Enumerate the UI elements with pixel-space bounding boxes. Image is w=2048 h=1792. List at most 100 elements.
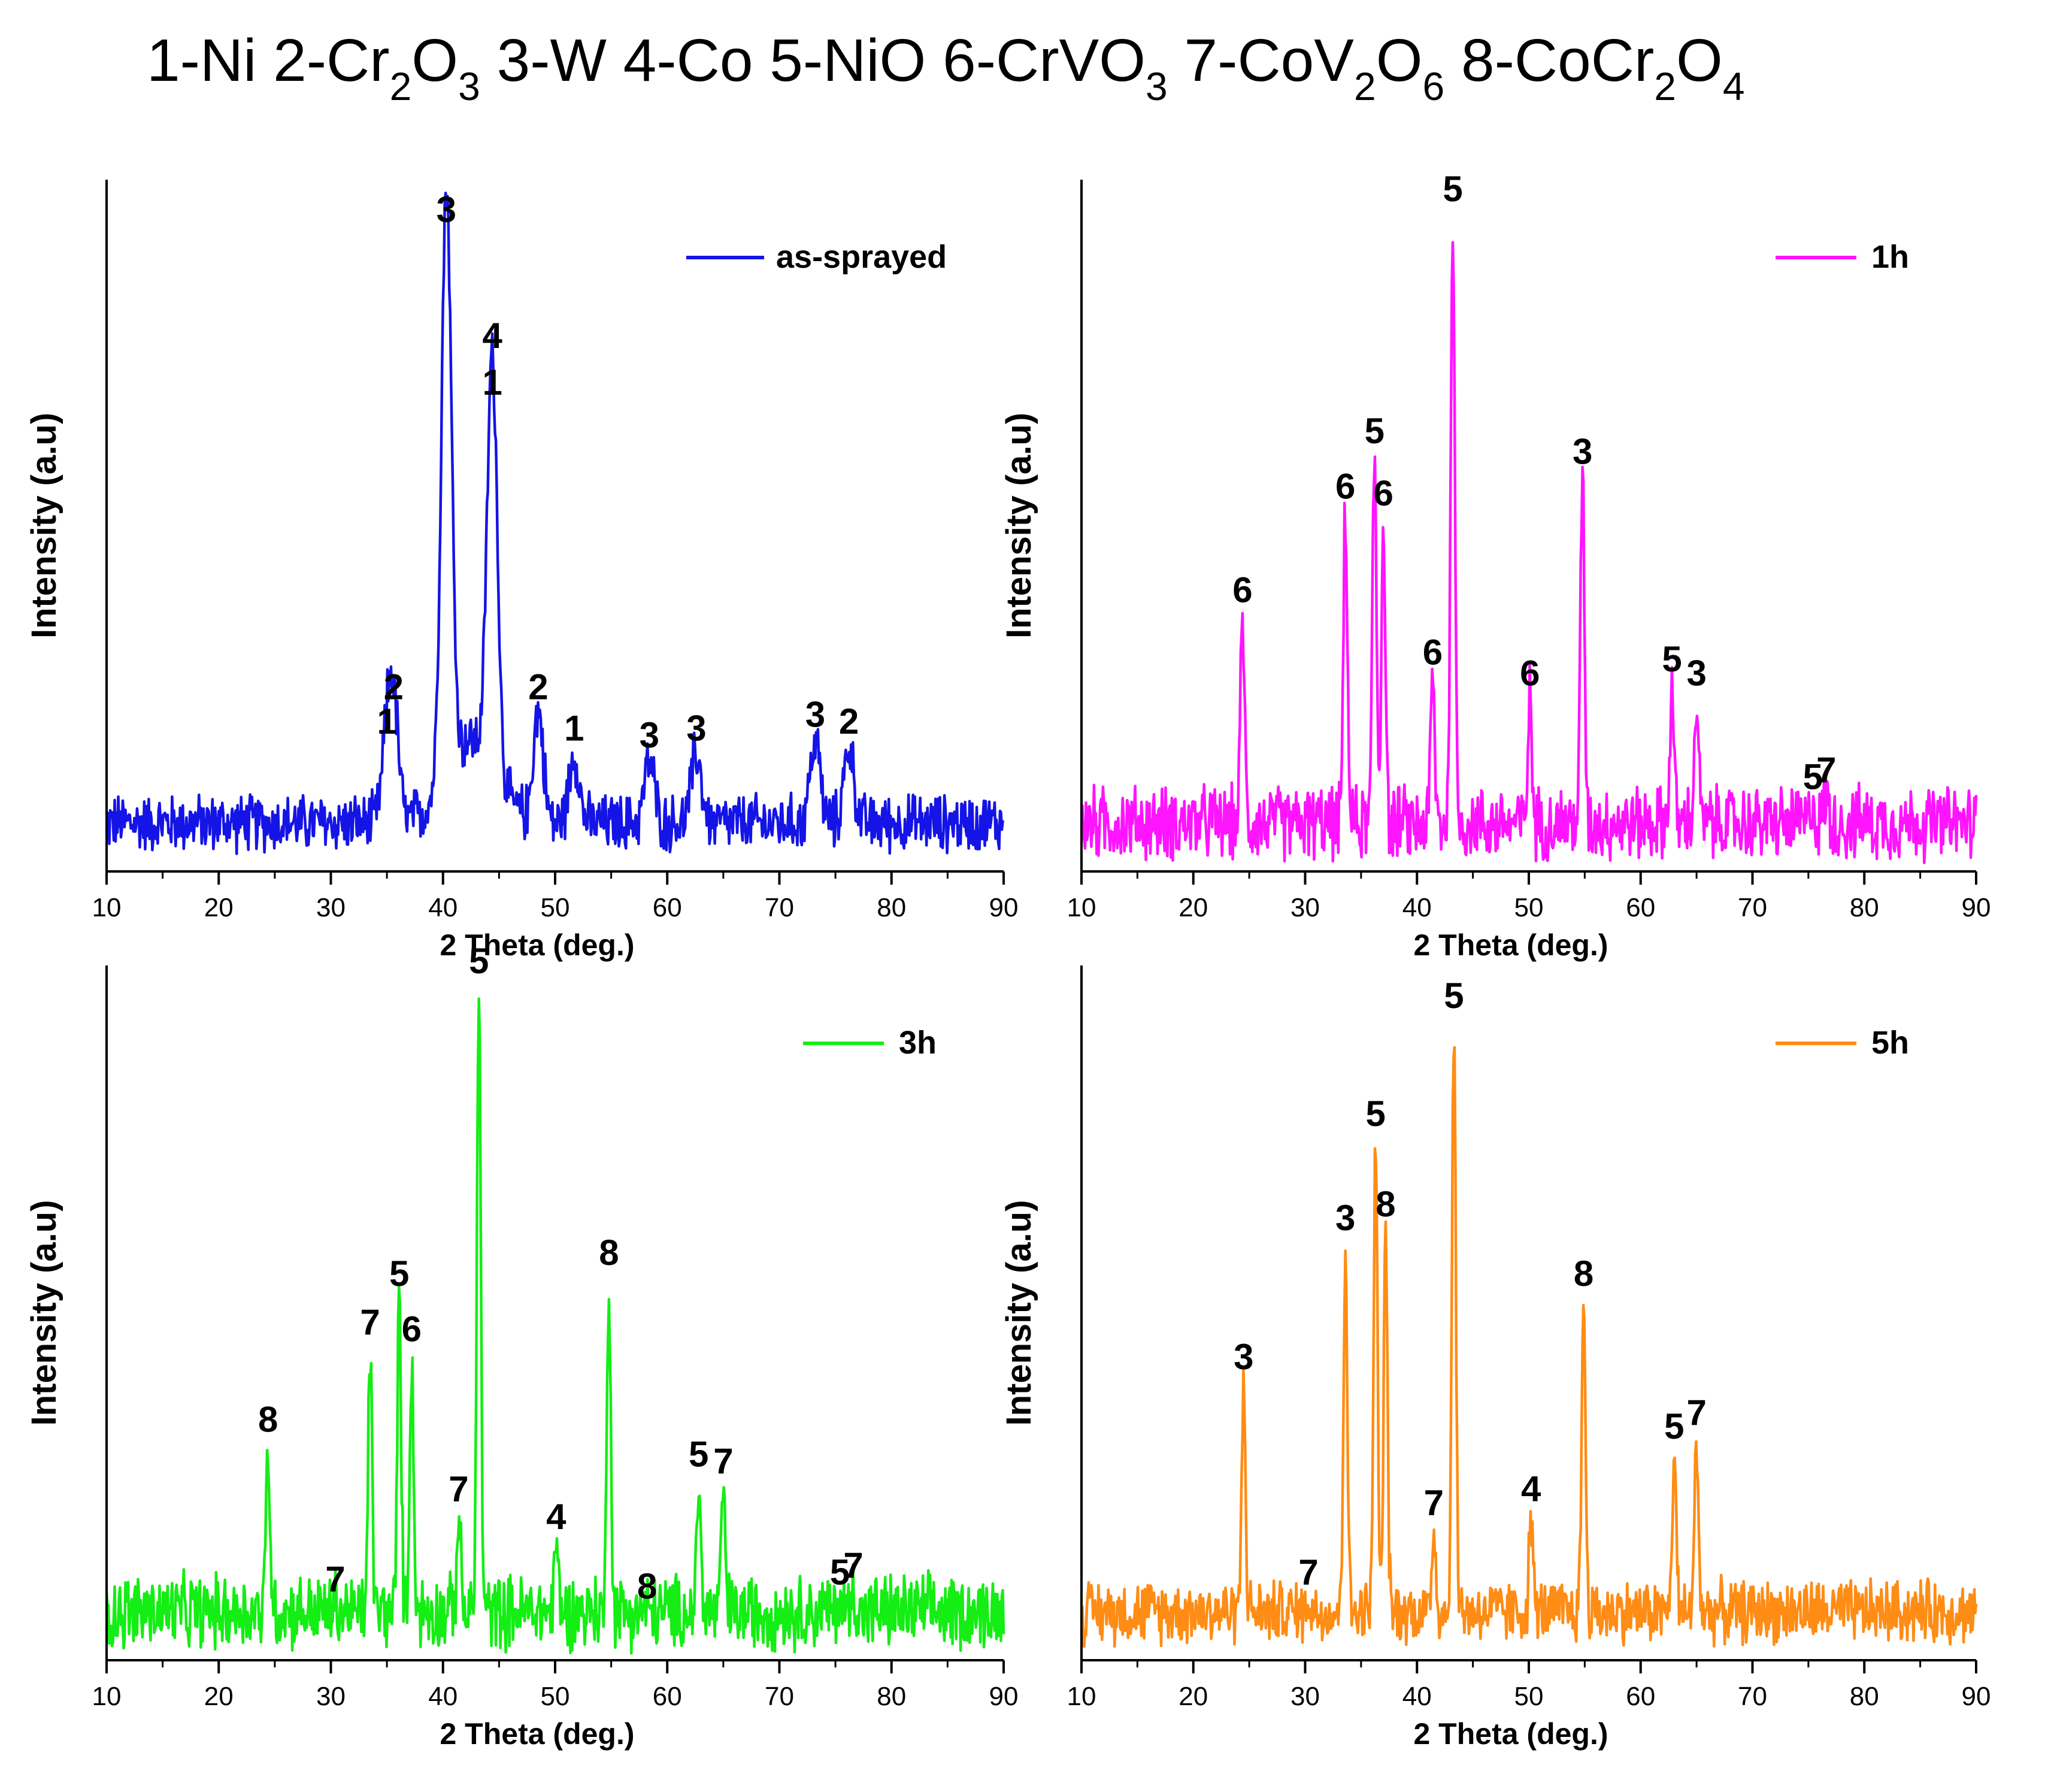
peak-label: 1 [564, 709, 584, 749]
title-part: 1-Ni 2-Cr [147, 27, 390, 94]
peak-label: 5 [689, 1434, 708, 1474]
peak-label: 6 [1374, 473, 1393, 513]
x-tick-label: 50 [541, 893, 570, 922]
x-tick-label: 10 [92, 893, 122, 922]
peak-label: 4 [546, 1497, 566, 1537]
x-axis-label: 2 Theta (deg.) [440, 1717, 634, 1751]
title-part: O [411, 27, 458, 94]
x-tick-label: 20 [1178, 1682, 1208, 1711]
spectrum-line-as-sprayed [105, 191, 1005, 855]
peak-label: 3 [686, 709, 706, 749]
peak-label: 6 [402, 1309, 422, 1349]
title-part: O [1376, 27, 1423, 94]
peak-label: 5 [1803, 757, 1823, 797]
peak-label: 6 [1520, 653, 1540, 693]
legend-label: 5h [1871, 1025, 1909, 1061]
x-tick-label: 40 [428, 893, 458, 922]
x-tick-label: 60 [1626, 1682, 1655, 1711]
title-part: 3-W 4-Co 5-NiO 6-CrVO [480, 27, 1146, 94]
x-tick-label: 20 [204, 1682, 234, 1711]
peak-label: 3 [640, 715, 659, 755]
x-tick-label: 30 [1290, 1682, 1320, 1711]
x-tick-label: 50 [541, 1682, 570, 1711]
x-tick-label: 30 [1290, 893, 1320, 922]
peak-label: 3 [1234, 1337, 1253, 1377]
title-subscript: 3 [458, 64, 480, 108]
peak-label: 6 [1423, 632, 1443, 673]
x-tick-label: 90 [1962, 893, 1991, 922]
x-tick-label: 30 [316, 893, 346, 922]
x-tick-label: 80 [877, 1682, 906, 1711]
x-tick-label: 70 [1738, 1682, 1767, 1711]
peak-label: 8 [1574, 1254, 1593, 1294]
peak-label: 3 [1335, 1198, 1355, 1238]
peak-label: 7 [325, 1559, 345, 1599]
peak-label: 7 [449, 1469, 468, 1509]
peak-label: 5 [1365, 411, 1384, 451]
peak-label: 5 [1365, 1094, 1385, 1134]
x-tick-label: 50 [1514, 893, 1544, 922]
peak-label: 5 [1664, 1406, 1684, 1446]
peak-label: 3 [1573, 432, 1592, 472]
peak-label: 2 [384, 667, 404, 707]
x-tick-label: 90 [989, 1682, 1019, 1711]
peak-label: 7 [1686, 1393, 1706, 1433]
peak-label: 5 [469, 941, 489, 981]
x-tick-label: 20 [1178, 893, 1208, 922]
title-subscript: 6 [1423, 64, 1445, 108]
peak-label: 7 [1298, 1552, 1318, 1593]
x-tick-label: 40 [1402, 1682, 1432, 1711]
peak-label: 6 [1232, 570, 1252, 610]
legend-label: 3h [899, 1025, 937, 1061]
title-part: 8-CoCr [1444, 27, 1654, 94]
peak-label: 1 [482, 362, 502, 402]
x-tick-label: 40 [428, 1682, 458, 1711]
x-tick-label: 70 [765, 1682, 794, 1711]
x-tick-label: 50 [1514, 1682, 1544, 1711]
x-tick-label: 80 [877, 893, 906, 922]
peak-label: 3 [805, 695, 825, 735]
x-tick-label: 90 [989, 893, 1019, 922]
peak-label: 8 [637, 1566, 657, 1606]
peak-label: 7 [1816, 750, 1836, 790]
title-subscript: 2 [390, 64, 412, 108]
peak-label: 7 [1424, 1483, 1444, 1523]
x-axis-label: 2 Theta (deg.) [1413, 928, 1608, 962]
x-tick-label: 80 [1850, 1682, 1879, 1711]
peak-label: 8 [1376, 1184, 1395, 1224]
peak-label: 5 [1662, 639, 1682, 679]
peak-label: 5 [1444, 976, 1464, 1016]
x-tick-label: 80 [1850, 893, 1879, 922]
peak-label: 7 [713, 1441, 733, 1481]
peak-label: 8 [599, 1233, 619, 1273]
peak-label: 5 [389, 1254, 409, 1294]
y-axis-label: Intensity (a.u) [999, 1200, 1038, 1425]
title-subscript: 2 [1354, 64, 1376, 108]
panel-as-sprayed: 10 20 30 40 50 60 70 80 90 2 Theta (deg.) Intensit… [25, 180, 1018, 962]
x-tick-label: 30 [316, 1682, 346, 1711]
x-tick-label: 70 [1738, 893, 1767, 922]
peak-label: 3 [1686, 653, 1706, 693]
panel-5h: 10 20 30 40 50 60 70 80 90 2 Theta (deg.) Intensit… [999, 965, 1991, 1751]
x-tick-label: 60 [653, 1682, 682, 1711]
y-axis-label: Intensity (a.u) [25, 1200, 63, 1425]
peak-label: 7 [360, 1302, 380, 1342]
y-axis-label: Intensity (a.u) [999, 413, 1038, 638]
x-tick-label: 90 [1962, 1682, 1991, 1711]
peak-label: 2 [528, 667, 548, 707]
x-tick-label: 60 [653, 893, 682, 922]
legend-label: 1h [1871, 239, 1909, 275]
spectrum-line-3h [105, 997, 1005, 1655]
peak-label: 5 [830, 1552, 850, 1593]
spectrum-line-1h [1080, 241, 1978, 864]
peak-label: 5 [1443, 169, 1462, 209]
spectrum-line-5h [1080, 1046, 1978, 1648]
x-tick-label: 10 [1067, 1682, 1096, 1711]
peak-label: 7 [843, 1545, 863, 1585]
peak-label: 4 [482, 316, 502, 356]
peak-label: 3 [437, 189, 456, 229]
y-axis-label: Intensity (a.u) [25, 413, 63, 638]
panel-3h: 10 20 30 40 50 60 70 80 90 2 Theta (deg.) Intensit… [25, 941, 1018, 1751]
title-part: 7-CoV [1168, 27, 1355, 94]
panel-1h: 10 20 30 40 50 60 70 80 90 2 Theta (deg.) Intensit… [999, 169, 1991, 962]
